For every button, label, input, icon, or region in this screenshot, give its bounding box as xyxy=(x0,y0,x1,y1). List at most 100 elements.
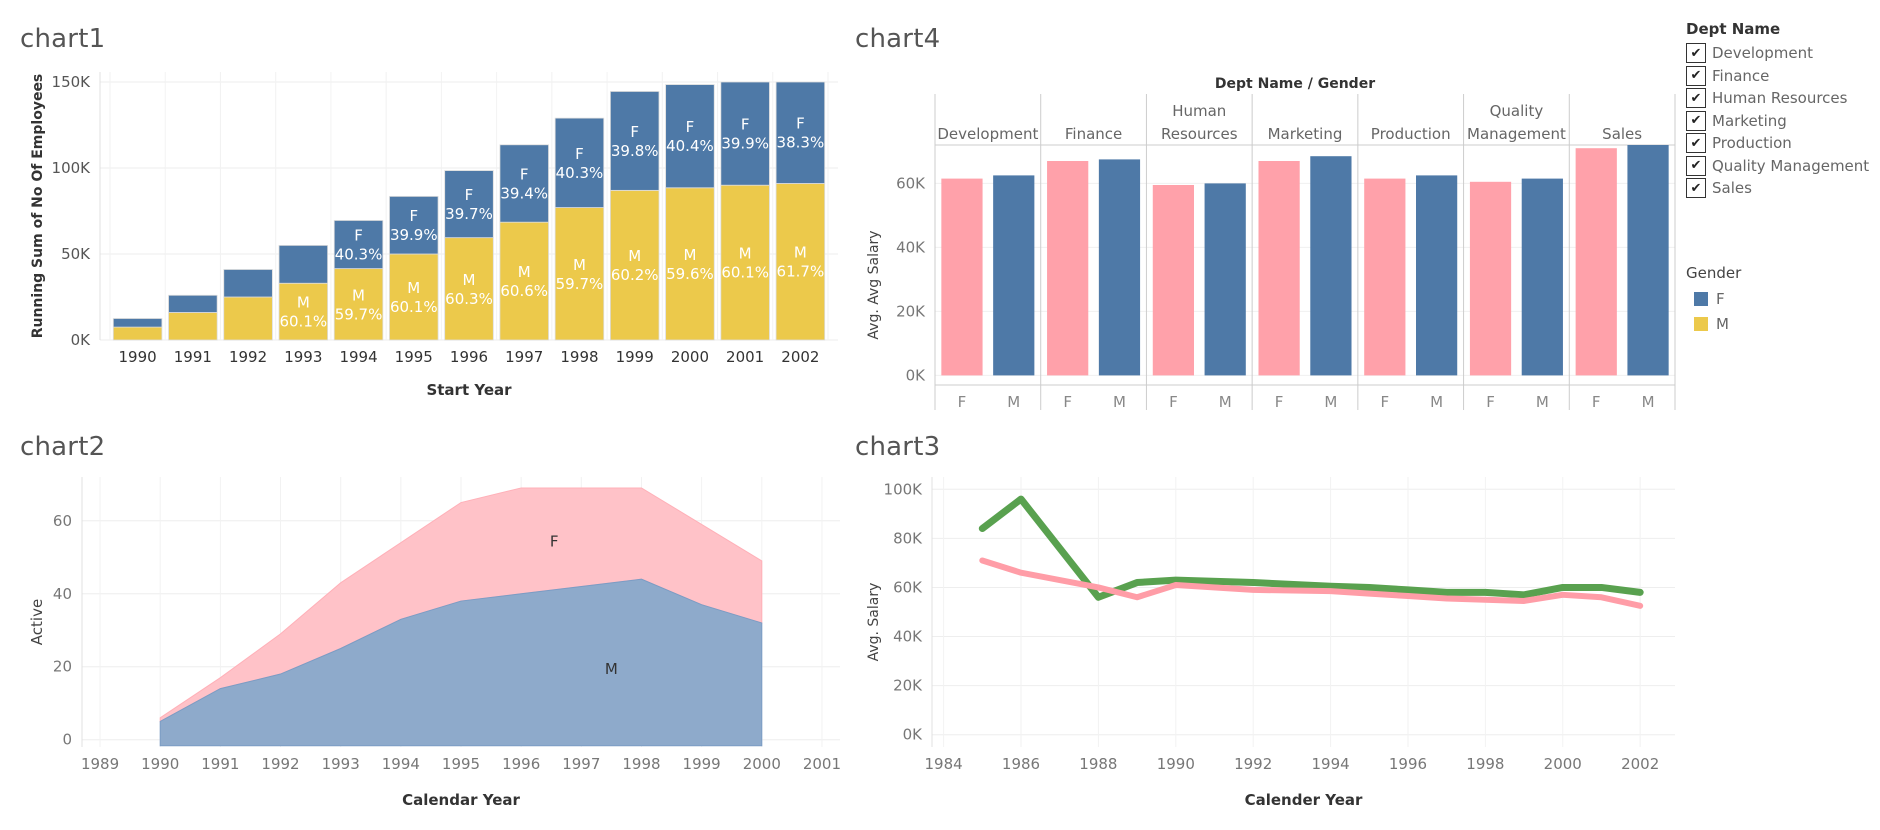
checkbox-checked-icon[interactable]: ✔ xyxy=(1686,133,1706,154)
chart4-gender-label: F xyxy=(1486,393,1495,411)
chart1-bar-M xyxy=(444,237,494,341)
chart1-xtick: 1996 xyxy=(450,348,488,366)
chart1-bar-label: 39.9% xyxy=(390,226,438,244)
chart4-gender-label: M xyxy=(1007,393,1020,411)
chart3-ytick: 40K xyxy=(893,628,923,646)
chart4-dept-label-line: Human xyxy=(1172,102,1226,120)
checkbox-checked-icon[interactable]: ✔ xyxy=(1686,178,1706,199)
chart2-xtick: 1997 xyxy=(562,755,600,773)
chart1-bar-label: 60.2% xyxy=(611,266,659,284)
gender-legend-label: F xyxy=(1716,289,1725,308)
dept-filter-label: Sales xyxy=(1712,179,1752,198)
chart1-bar-label: F xyxy=(741,116,750,134)
chart1-bar-label: 60.6% xyxy=(500,282,548,300)
chart2-xtick: 1989 xyxy=(81,755,119,773)
chart1-bar-F xyxy=(278,244,329,284)
chart1-bar-label: M xyxy=(683,246,696,264)
dept-filter-item[interactable]: ✔ Marketing xyxy=(1686,110,1869,133)
chart2-title: chart2 xyxy=(20,432,106,462)
chart1-bar-label: M xyxy=(518,263,531,281)
chart1-bar-M xyxy=(223,296,273,341)
dept-filter-label: Quality Management xyxy=(1712,156,1870,175)
chart1-bar-label: 40.3% xyxy=(335,246,383,264)
chart3-ylabel: Avg. Salary xyxy=(866,583,882,662)
chart1-bar-F xyxy=(609,91,660,191)
chart1-bar-F xyxy=(720,81,770,186)
gender-legend-item[interactable]: F xyxy=(1686,286,1741,311)
chart2-ytick: 40 xyxy=(53,585,72,603)
chart1-xtick: 2002 xyxy=(781,348,819,366)
chart3-xtick: 1984 xyxy=(925,755,963,773)
chart4-bar-M xyxy=(1416,175,1458,376)
chart1-xtick: 1998 xyxy=(560,348,598,366)
chart2-area-M xyxy=(159,578,763,747)
chart4-dept-label: Marketing xyxy=(1268,125,1343,143)
chart1-bar-label: 60.1% xyxy=(390,298,438,316)
chart4-bar-F xyxy=(1469,181,1512,376)
chart1-xtick: 1994 xyxy=(339,348,377,366)
chart1-bar-M xyxy=(665,187,715,341)
chart3-xtick: 1988 xyxy=(1079,755,1117,773)
chart1-xtick: 1997 xyxy=(505,348,543,366)
chart2-xtick: 1993 xyxy=(322,755,360,773)
chart3-title: chart3 xyxy=(855,432,941,462)
chart2-xtick: 1995 xyxy=(442,755,480,773)
chart2-annotation: F xyxy=(550,532,559,550)
chart1-xtick: 2001 xyxy=(726,348,764,366)
dept-filter-item[interactable]: ✔ Development xyxy=(1686,42,1869,65)
chart1-xtick: 1999 xyxy=(616,348,654,366)
dept-filter-item[interactable]: ✔ Finance xyxy=(1686,65,1869,88)
chart1-ytick: 50K xyxy=(61,245,91,263)
checkbox-checked-icon[interactable]: ✔ xyxy=(1686,65,1706,86)
chart4-dept-label: Production xyxy=(1371,125,1451,143)
gender-swatch xyxy=(1694,316,1708,331)
chart1-bar-label: F xyxy=(354,227,363,245)
dept-filter-item[interactable]: ✔ Quality Management xyxy=(1686,155,1869,178)
chart1-bar-F xyxy=(665,84,715,189)
chart1-bar-label: F xyxy=(630,123,639,141)
chart1-xtick: 1995 xyxy=(395,348,433,366)
chart1-bar-label: M xyxy=(297,294,310,312)
chart4-gender-label: F xyxy=(1592,393,1601,411)
chart1-bar-label: F xyxy=(520,165,529,183)
chart1-bar-label: M xyxy=(628,247,641,265)
chart4-bar-F xyxy=(1364,178,1406,376)
chart4-bar-F xyxy=(1152,185,1194,376)
chart1-bar-F xyxy=(499,144,549,223)
chart1-bar-M xyxy=(112,326,163,341)
chart4-ytick: 40K xyxy=(896,238,926,256)
chart1-bar-M xyxy=(333,268,384,341)
dept-filter-item[interactable]: ✔ Production xyxy=(1686,132,1869,155)
chart1-bar-label: 39.7% xyxy=(445,205,493,223)
chart4-svg: Dept Name / Gender 0K 20K 40K 60K Development… xyxy=(866,76,1676,411)
gender-legend-item[interactable]: M xyxy=(1686,311,1741,336)
gender-swatch xyxy=(1694,291,1708,306)
chart2-ytick: 0 xyxy=(62,731,72,749)
chart4-bar-F xyxy=(1575,148,1617,376)
chart1-bar-F xyxy=(389,195,439,255)
checkbox-checked-icon[interactable]: ✔ xyxy=(1686,110,1706,131)
chart1-bar-label: M xyxy=(573,256,586,274)
checkbox-checked-icon[interactable]: ✔ xyxy=(1686,43,1706,64)
chart2-xlabel: Calendar Year xyxy=(402,791,520,809)
checkbox-checked-icon[interactable]: ✔ xyxy=(1686,155,1706,176)
chart1-xtick: 1993 xyxy=(284,348,322,366)
chart1-bar-label: 40.4% xyxy=(666,137,714,155)
chart1-bar-label: 60.3% xyxy=(445,290,493,308)
chart3-ytick: 100K xyxy=(884,480,924,498)
chart2-xtick: 1992 xyxy=(261,755,299,773)
chart2-ytick: 60 xyxy=(53,512,72,530)
checkbox-checked-icon[interactable]: ✔ xyxy=(1686,88,1706,109)
chart1-xtick: 1992 xyxy=(229,348,267,366)
chart1-bar-M xyxy=(168,312,218,341)
chart4-title: chart4 xyxy=(855,24,941,54)
dept-filter-item[interactable]: ✔ Sales xyxy=(1686,177,1869,200)
chart1-bar-label: 61.7% xyxy=(777,263,825,281)
dept-filter-item[interactable]: ✔ Human Resources xyxy=(1686,87,1869,110)
chart4-gender-label: M xyxy=(1642,393,1655,411)
chart4-bar-M xyxy=(1627,145,1669,376)
chart1-ytick: 100K xyxy=(52,159,92,177)
chart3-xtick: 2002 xyxy=(1621,755,1659,773)
chart4-dept-label-line: Resources xyxy=(1161,125,1238,143)
chart4-gender-label: F xyxy=(1380,393,1389,411)
